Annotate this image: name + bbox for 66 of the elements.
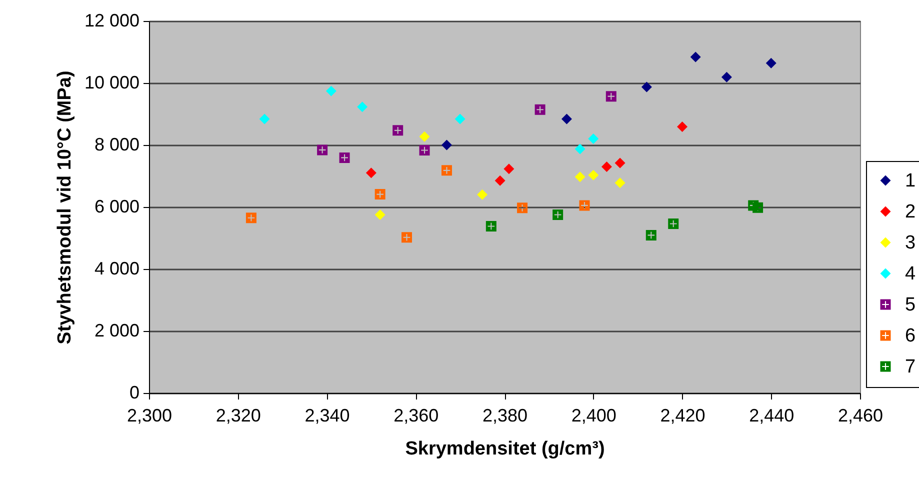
point [677, 121, 688, 132]
y-axis-title: Styvhetsmodul vid 10°C (MPa) [54, 70, 76, 344]
y-tick-label: 6 000 [94, 196, 140, 216]
point [646, 230, 656, 240]
point [357, 102, 368, 112]
point [641, 82, 652, 92]
legend-label: 4 [905, 264, 916, 284]
y-tick-label: 0 [129, 382, 140, 402]
point [721, 72, 732, 82]
y-tick-label: 10 000 [84, 72, 140, 92]
legend-label: 2 [905, 202, 916, 222]
point [419, 131, 430, 142]
x-tick-label: 2,420 [660, 406, 706, 426]
legend-label: 5 [905, 294, 916, 316]
point [574, 144, 586, 154]
x-tick-label: 2,400 [571, 406, 616, 426]
point [486, 220, 496, 232]
point [534, 104, 546, 115]
legend-label: 1 [905, 170, 916, 192]
x-tick-label: 2,320 [216, 406, 261, 426]
point [588, 170, 599, 180]
point [579, 200, 590, 211]
point [339, 152, 350, 163]
x-tick-label: 2,380 [482, 406, 528, 426]
x-axis-title: Skrymdensitet (g/cm³) [405, 438, 605, 460]
point [366, 168, 376, 178]
y-tick-label: 4 000 [94, 258, 140, 278]
y-tick-label: 2 000 [94, 320, 140, 340]
point [601, 161, 612, 172]
x-tick-label: 2,440 [749, 406, 794, 426]
point [766, 58, 776, 68]
point [517, 202, 528, 214]
point [614, 158, 626, 168]
point [561, 114, 572, 124]
point [574, 172, 586, 182]
y-tick-label: 12 000 [84, 10, 140, 30]
x-tick-label: 2,340 [304, 406, 350, 426]
point [401, 232, 412, 243]
point [494, 175, 506, 186]
point [454, 114, 466, 124]
point [246, 212, 256, 224]
point [552, 210, 564, 220]
point [374, 189, 386, 200]
point [441, 140, 452, 150]
point [419, 145, 430, 156]
point [326, 86, 336, 96]
legend-label: 3 [905, 232, 916, 254]
point [690, 52, 701, 62]
point [614, 178, 626, 188]
x-tick-label: 2,460 [838, 406, 884, 426]
y-tick-label: 8 000 [94, 134, 140, 154]
point [259, 114, 270, 124]
point [477, 189, 488, 200]
legend-label: 7 [905, 356, 916, 378]
point [504, 164, 514, 174]
point [588, 134, 599, 144]
x-tick-label: 2,300 [126, 406, 172, 426]
point [392, 125, 404, 136]
point [606, 91, 616, 102]
point [752, 202, 764, 213]
point [317, 144, 328, 156]
point [668, 218, 679, 229]
legend-label: 6 [905, 326, 916, 346]
point [374, 210, 386, 220]
point [441, 165, 452, 176]
x-tick-label: 2,360 [394, 406, 439, 426]
